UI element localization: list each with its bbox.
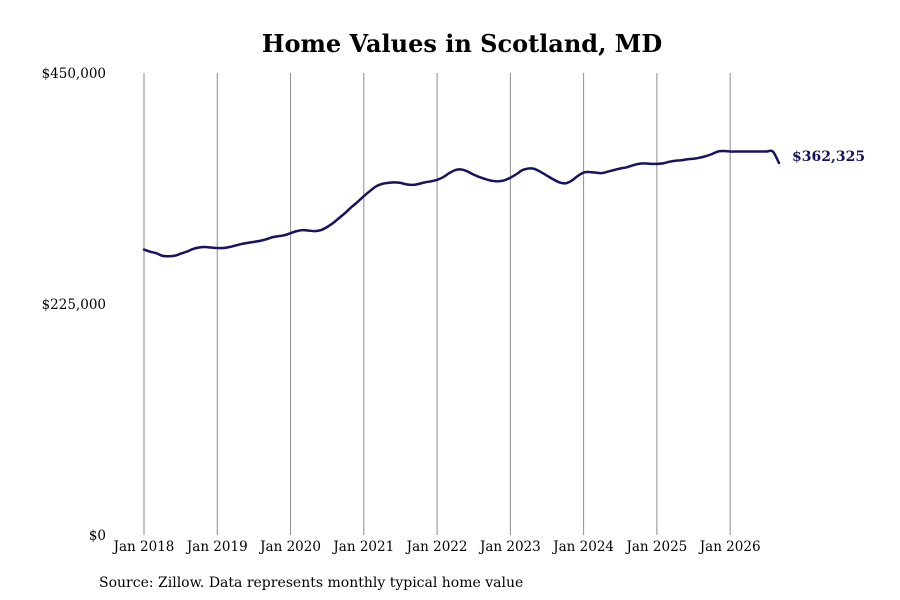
x-tick-label-2024: Jan 2024 [551, 539, 614, 555]
series-layer [142, 149, 781, 258]
home-value-line [142, 149, 781, 258]
y-tick-label-450000: $450,000 [42, 66, 106, 82]
grid-lines [143, 73, 731, 535]
x-tick-label-2018: Jan 2018 [112, 539, 175, 555]
x-tick-label-2020: Jan 2020 [258, 539, 321, 555]
x-tick-label-2021: Jan 2021 [331, 539, 394, 555]
source-note: Source: Zillow. Data represents monthly … [99, 575, 523, 591]
end-value-label: $362,325 [792, 149, 865, 165]
x-axis-labels: Jan 2018 Jan 2019 Jan 2020 Jan 2021 Jan 2022… [112, 539, 761, 555]
x-tick-label-2026: Jan 2026 [698, 539, 761, 555]
x-tick-label-2023: Jan 2023 [478, 539, 541, 555]
x-tick-label-2022: Jan 2022 [405, 539, 468, 555]
chart-title: Home Values in Scotland, MD [262, 29, 662, 58]
x-tick-label-2019: Jan 2019 [185, 539, 248, 555]
y-axis-labels: $0 $225,000 $450,000 [42, 66, 106, 544]
y-tick-label-225000: $225,000 [42, 297, 106, 313]
y-tick-label-0: $0 [89, 528, 106, 544]
x-tick-label-2025: Jan 2025 [624, 539, 687, 555]
